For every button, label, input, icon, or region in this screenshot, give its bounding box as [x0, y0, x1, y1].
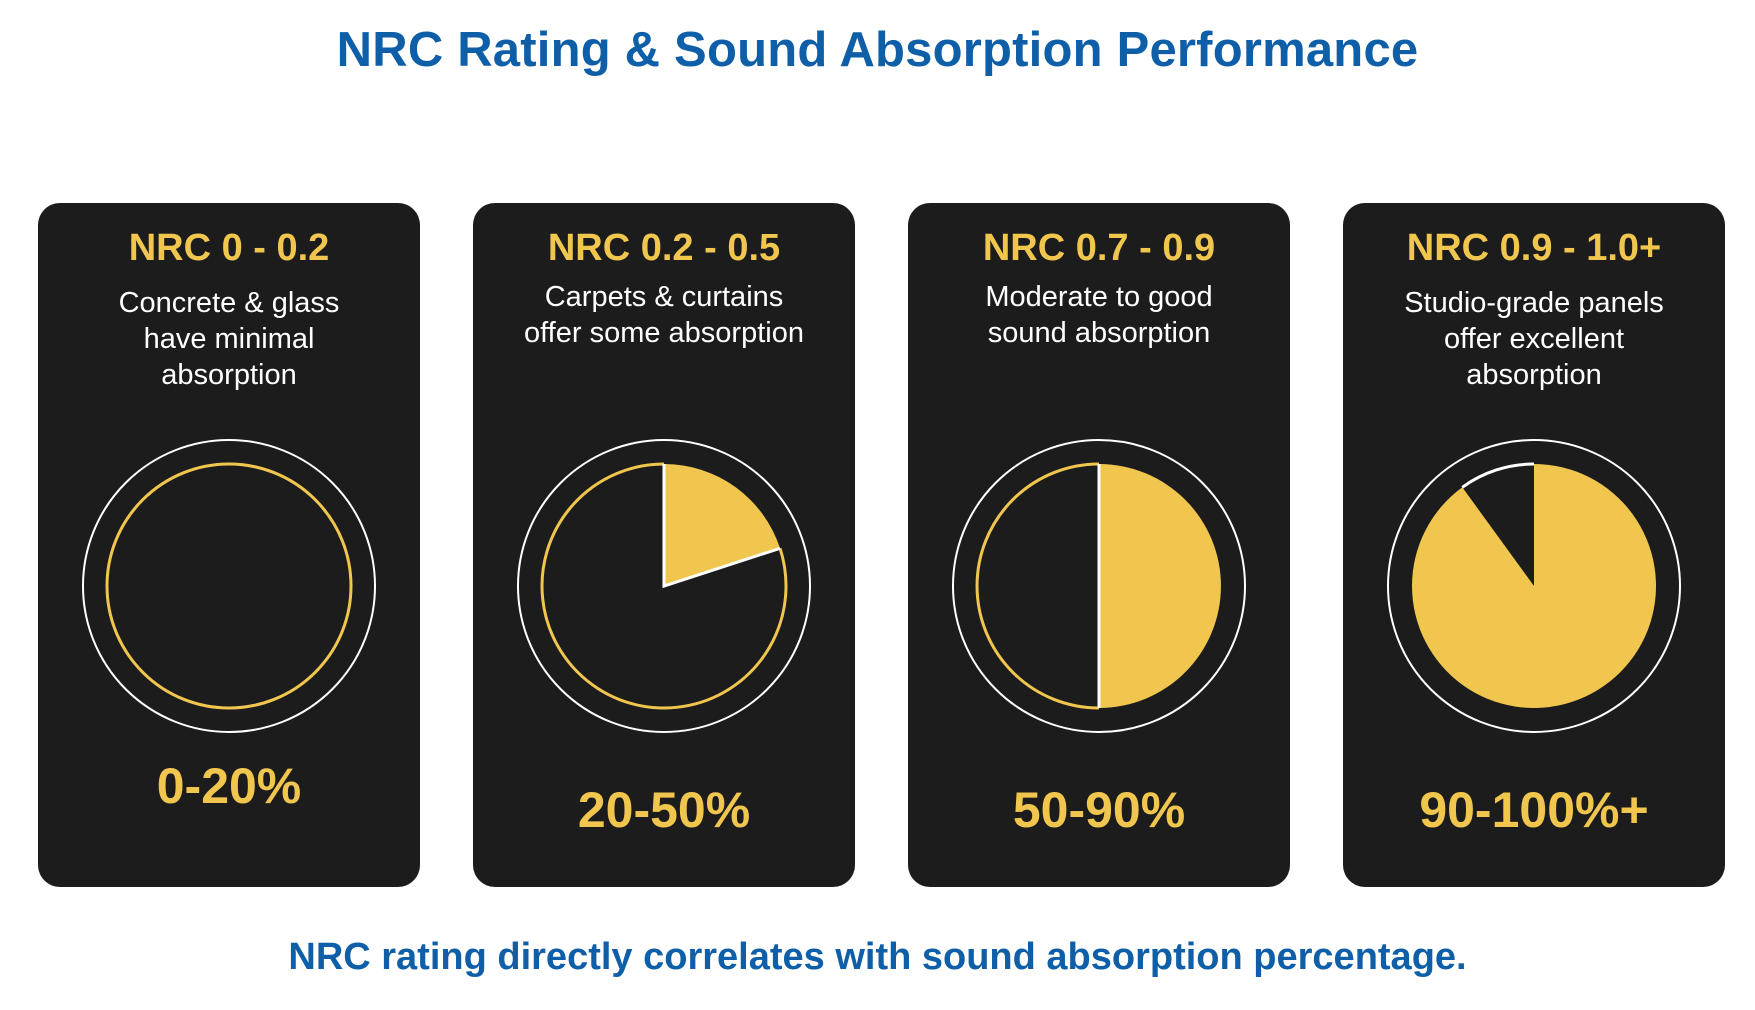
absorption-percent: 50-90%	[1012, 782, 1186, 838]
absorption-wedge	[1411, 464, 1656, 708]
remaining-arc	[540, 462, 788, 710]
absorption-wedge	[664, 464, 781, 586]
outer-ring	[1387, 439, 1681, 733]
description-line: have minimal	[143, 323, 315, 355]
absorption-gauge	[952, 439, 1246, 733]
absorption-percent: 90-100%+	[1419, 782, 1649, 838]
description-line: Moderate to good	[985, 281, 1213, 313]
outer-ring	[517, 439, 811, 733]
nrc-range-label: NRC 0.2 - 0.5	[547, 227, 781, 269]
description-line: sound absorption	[987, 317, 1211, 349]
nrc-description: Studio-grade panels offer excellent abso…	[1363, 285, 1705, 393]
nrc-description: Concrete & glass have minimal absorption	[58, 285, 400, 393]
absorption-gauge	[1387, 439, 1681, 733]
absorption-gauge	[82, 439, 376, 733]
nrc-description: Carpets & curtains offer some absorption	[493, 279, 835, 351]
nrc-card-3: NRC 0.7 - 0.9 Moderate to good sound abs…	[908, 203, 1290, 887]
page-title: NRC Rating & Sound Absorption Performanc…	[336, 23, 1419, 77]
nrc-cards: NRC 0 - 0.2 Concrete & glass have minima…	[38, 203, 1726, 887]
absorption-gauge	[517, 439, 811, 733]
inner-ring	[105, 462, 353, 710]
description-line: Concrete & glass	[118, 287, 340, 319]
remaining-arc	[975, 462, 1100, 710]
nrc-card-4: NRC 0.9 - 1.0+ Studio-grade panels offer…	[1343, 203, 1725, 887]
description-line: absorption	[161, 359, 297, 391]
nrc-range-label: NRC 0.9 - 1.0+	[1406, 227, 1662, 269]
nrc-card-2: NRC 0.2 - 0.5 Carpets & curtains offer s…	[473, 203, 855, 887]
nrc-description: Moderate to good sound absorption	[928, 279, 1270, 351]
description-line: Studio-grade panels	[1404, 287, 1664, 319]
description-line: offer excellent	[1443, 323, 1625, 355]
absorption-percent: 20-50%	[577, 782, 751, 838]
absorption-wedge	[1099, 464, 1221, 708]
footer-note: NRC rating directly correlates with soun…	[288, 936, 1467, 978]
wedge-edge	[662, 464, 781, 589]
outer-ring	[952, 439, 1246, 733]
nrc-range-label: NRC 0.7 - 0.9	[982, 227, 1216, 269]
nrc-range-label: NRC 0 - 0.2	[128, 227, 330, 269]
remaining-arc	[1461, 462, 1535, 489]
nrc-card-1: NRC 0 - 0.2 Concrete & glass have minima…	[38, 203, 420, 887]
absorption-percent: 0-20%	[156, 758, 302, 814]
description-line: offer some absorption	[524, 317, 804, 349]
description-line: absorption	[1466, 359, 1602, 391]
description-line: Carpets & curtains	[544, 281, 784, 313]
outer-ring	[82, 439, 376, 733]
